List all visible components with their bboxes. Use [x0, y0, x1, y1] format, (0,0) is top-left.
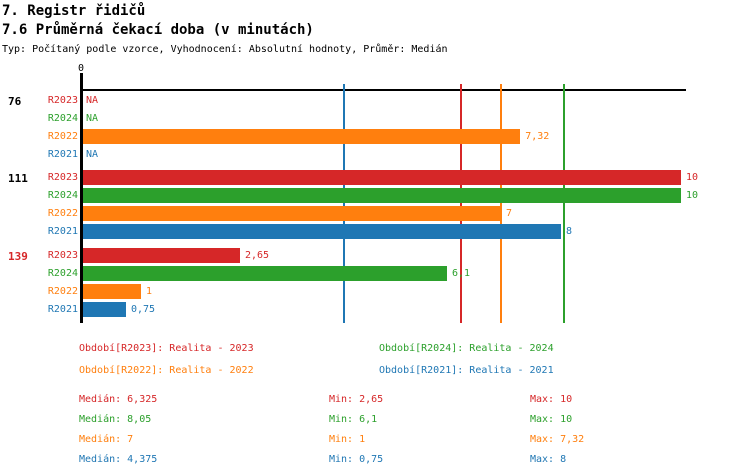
value-label-r2021-group-111: 8: [566, 226, 573, 237]
value-label-r2022-group-111: 7: [506, 208, 513, 219]
series-label-r2022: R2022: [47, 208, 78, 219]
value-label-r2021-group-76: NA: [86, 149, 99, 160]
series-label-r2024: R2024: [47, 268, 78, 279]
median-line-r2023: [459, 84, 462, 323]
series-label-r2024: R2024: [47, 113, 78, 124]
group-label-111[interactable]: 111: [8, 172, 28, 185]
stat-max-r2021: Max: 8: [530, 454, 567, 465]
stat-max-r2024: Max: 10: [530, 414, 573, 425]
series-label-r2023: R2023: [47, 95, 78, 106]
bar-r2022-group-76[interactable]: [83, 129, 521, 144]
stat-min-r2024: Min: 6,1: [329, 414, 378, 425]
bar-r2023-group-139[interactable]: [83, 248, 240, 263]
series-label-r2021: R2021: [47, 226, 78, 237]
x-axis-line: [81, 89, 686, 91]
stat-min-r2022: Min: 1: [329, 434, 366, 445]
value-label-r2024-group-139: 6,1: [452, 268, 471, 279]
page-title: 7. Registr řidičů: [2, 3, 146, 19]
legend-item-r2023: Období[R2023]: Realita - 2023: [79, 343, 254, 354]
legend-item-r2021: Období[R2021]: Realita - 2021: [379, 365, 554, 376]
median-line-r2021: [342, 84, 345, 323]
stat-median-r2022: Medián: 7: [79, 434, 134, 445]
group-label-76[interactable]: 76: [8, 95, 22, 108]
value-label-r2023-group-76: NA: [86, 95, 99, 106]
bar-r2023-group-111[interactable]: [83, 170, 681, 185]
bar-r2022-group-139[interactable]: [83, 284, 141, 299]
stat-max-r2022: Max: 7,32: [530, 434, 585, 445]
x-axis-zero-label: 0: [77, 63, 85, 74]
stat-min-r2023: Min: 2,65: [329, 394, 384, 405]
series-label-r2021: R2021: [47, 304, 78, 315]
legend-item-r2022: Období[R2022]: Realita - 2022: [79, 365, 254, 376]
bar-r2021-group-111[interactable]: [83, 224, 561, 239]
value-label-r2022-group-76: 7,32: [525, 131, 550, 142]
series-label-r2021: R2021: [47, 149, 78, 160]
value-label-r2023-group-111: 10: [686, 172, 699, 183]
chart-subtitle: 7.6 Průměrná čekací doba (v minutách): [2, 22, 314, 38]
stat-max-r2023: Max: 10: [530, 394, 573, 405]
bar-r2021-group-139[interactable]: [83, 302, 126, 317]
y-axis-line: [80, 73, 83, 323]
stat-median-r2021: Medián: 4,375: [79, 454, 158, 465]
stat-median-r2024: Medián: 8,05: [79, 414, 152, 425]
stat-median-r2023: Medián: 6,325: [79, 394, 158, 405]
median-line-r2022: [500, 84, 502, 323]
series-label-r2022: R2022: [47, 131, 78, 142]
median-line-r2024: [563, 84, 565, 323]
group-label-139[interactable]: 139: [8, 250, 28, 263]
series-label-r2023: R2023: [47, 250, 78, 261]
series-label-r2022: R2022: [47, 286, 78, 297]
series-label-r2024: R2024: [47, 190, 78, 201]
bar-r2022-group-111[interactable]: [83, 206, 501, 221]
value-label-r2024-group-76: NA: [86, 113, 99, 124]
value-label-r2022-group-139: 1: [146, 286, 153, 297]
value-label-r2021-group-139: 0,75: [131, 304, 156, 315]
value-label-r2024-group-111: 10: [686, 190, 699, 201]
series-label-r2023: R2023: [47, 172, 78, 183]
legend-item-r2024: Období[R2024]: Realita - 2024: [379, 343, 554, 354]
value-label-r2023-group-139: 2,65: [245, 250, 270, 261]
bar-r2024-group-139[interactable]: [83, 266, 447, 281]
chart-meta-line: Typ: Počítaný podle vzorce, Vyhodnocení:…: [2, 44, 448, 55]
bar-r2024-group-111[interactable]: [83, 188, 681, 203]
stat-min-r2021: Min: 0,75: [329, 454, 384, 465]
